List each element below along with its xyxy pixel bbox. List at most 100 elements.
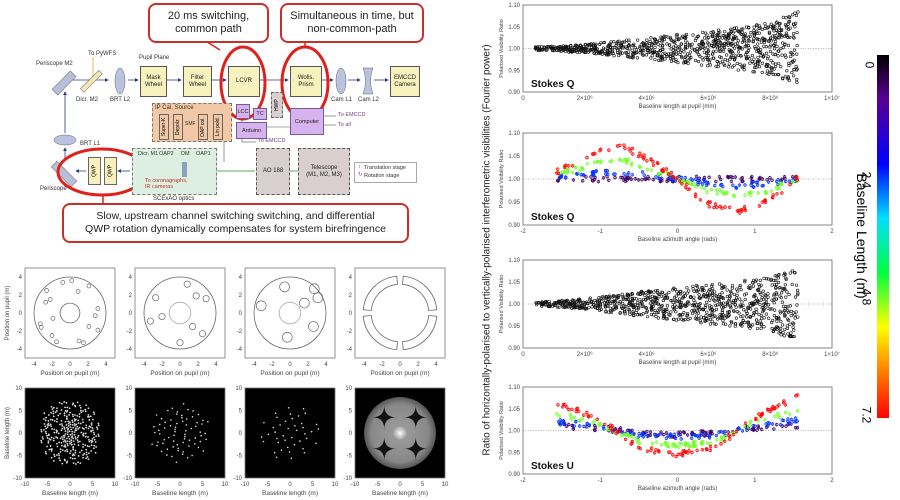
data-point [714, 303, 718, 308]
data-point [673, 444, 677, 448]
x-tick-label: -4 [251, 362, 257, 368]
data-point [687, 187, 691, 191]
data-point [665, 444, 670, 449]
y-tick-label: 5 [19, 409, 23, 415]
data-point [646, 293, 650, 298]
data-point [680, 303, 684, 307]
data-point [537, 45, 542, 49]
uv-point [80, 449, 83, 452]
data-point [748, 284, 752, 288]
data-point [584, 43, 588, 47]
data-point [781, 330, 785, 335]
data-point [661, 310, 665, 314]
mask-hole [312, 292, 324, 303]
x-tick-label: 1 [753, 478, 757, 484]
data-point [739, 314, 743, 319]
data-point [750, 427, 754, 432]
data-point [678, 52, 682, 56]
uv-point [166, 454, 168, 456]
data-point [663, 308, 667, 312]
data-point [724, 434, 728, 439]
data-point [556, 403, 560, 407]
data-point [705, 300, 709, 304]
data-point [626, 176, 631, 180]
data-point [742, 293, 747, 297]
data-point [787, 15, 791, 19]
uv-point [191, 416, 194, 418]
data-point [708, 322, 713, 326]
uv-point [56, 442, 58, 445]
data-point [760, 306, 764, 310]
data-point [721, 305, 726, 309]
data-point [615, 294, 619, 298]
uv-point [51, 419, 54, 421]
data-point [757, 38, 761, 42]
data-point [770, 326, 774, 331]
y-tick-label: 5 [129, 409, 133, 415]
data-point [542, 45, 547, 49]
data-point [739, 54, 743, 58]
data-point [668, 432, 673, 436]
data-point [784, 424, 788, 428]
data-point [607, 178, 611, 182]
data-point [720, 313, 724, 317]
uv-point [95, 435, 97, 438]
uv-point [62, 434, 65, 437]
data-point [631, 44, 635, 48]
data-point [787, 20, 791, 24]
data-point [572, 299, 576, 303]
data-point [770, 26, 775, 30]
data-point [777, 331, 781, 335]
data-point [736, 44, 740, 49]
x-tick-label: 0 [68, 362, 72, 368]
data-point [784, 277, 788, 282]
y-tick-label: 0.90 [508, 472, 520, 478]
y-tick-label: 1.00 [508, 302, 520, 308]
data-point [701, 42, 705, 46]
uv-point [59, 448, 62, 451]
data-point [725, 190, 729, 194]
data-point [562, 421, 566, 425]
data-point [744, 309, 748, 313]
y-tick-label: -10 [233, 476, 242, 482]
x-axis-label: Baseline length (m) [262, 490, 318, 497]
data-point [598, 149, 602, 153]
stokes-label: Stokes U [531, 461, 574, 472]
data-point [687, 289, 691, 293]
uv-point [201, 423, 203, 425]
data-point [779, 28, 784, 33]
data-point [647, 177, 651, 181]
data-point [624, 161, 629, 165]
uv-point [52, 406, 55, 409]
uv-point [199, 440, 202, 443]
uv-point [299, 440, 301, 442]
data-point [726, 314, 730, 318]
telescope: Telescope (M1, M2, M3) [298, 148, 350, 195]
uv-point [85, 404, 88, 406]
uv-point [61, 436, 63, 438]
data-point [578, 418, 582, 422]
data-point [723, 63, 727, 68]
data-point [774, 286, 778, 290]
data-point [699, 431, 703, 435]
uv-point [73, 433, 76, 436]
data-point [778, 182, 782, 186]
uv-point [52, 415, 55, 418]
data-point [669, 38, 673, 42]
uv-point [77, 441, 79, 443]
data-point [795, 283, 799, 287]
data-point [678, 299, 682, 303]
data-point [743, 421, 748, 425]
data-point [704, 283, 708, 288]
data-point [665, 304, 669, 308]
annular-segment [362, 275, 398, 311]
data-point [645, 38, 649, 42]
data-point [646, 45, 650, 50]
data-point [664, 53, 669, 57]
uv-point [57, 414, 60, 417]
uv-point [194, 425, 197, 428]
data-point [759, 48, 763, 52]
data-point [544, 300, 548, 304]
data-point [638, 446, 642, 451]
